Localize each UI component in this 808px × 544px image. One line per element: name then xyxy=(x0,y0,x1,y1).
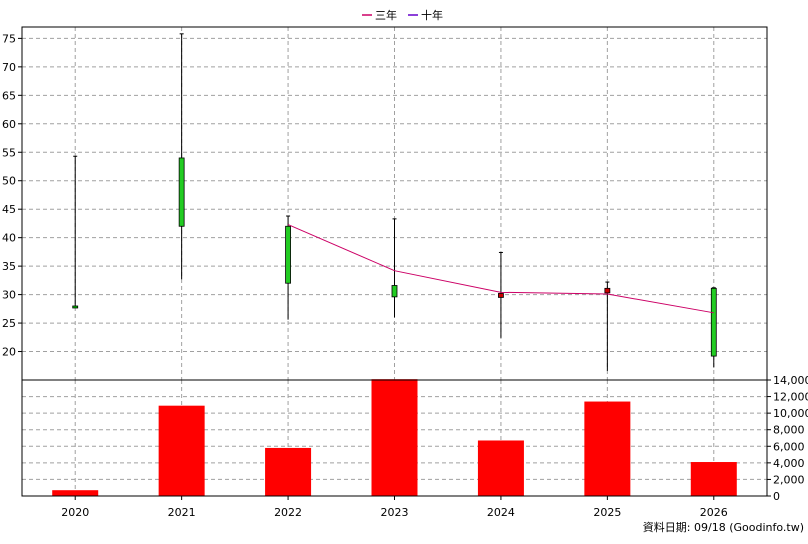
volume-tick-label: 10,000 xyxy=(773,407,808,420)
price-tick-label: 45 xyxy=(2,203,16,216)
volume-bar xyxy=(265,447,312,496)
candle-body xyxy=(710,287,717,357)
price-tick-label: 60 xyxy=(2,118,16,131)
footer-source: 資料日期: 09/18 (Goodinfo.tw) xyxy=(643,520,804,534)
x-tick-label: 2025 xyxy=(593,506,621,519)
candle-body xyxy=(285,225,291,284)
volume-bar xyxy=(584,401,631,496)
volume-bar xyxy=(477,440,524,496)
price-tick-label: 70 xyxy=(2,61,16,74)
legend-label-10y: 十年 xyxy=(421,8,443,22)
volume-bar xyxy=(690,462,737,496)
volume-tick-label: 14,000 xyxy=(773,374,808,387)
volume-bar xyxy=(371,379,418,496)
candle-body xyxy=(72,305,79,309)
price-tick-label: 40 xyxy=(2,232,16,245)
volume-bar xyxy=(52,490,99,496)
price-tick-label: 50 xyxy=(2,175,16,188)
legend-label-3y: 三年 xyxy=(375,8,397,22)
legend: 三年 十年 xyxy=(362,8,443,22)
avg-line-3y xyxy=(287,224,714,314)
volume-tick-label: 2,000 xyxy=(773,473,805,486)
x-tick-label: 2023 xyxy=(381,506,409,519)
volume-tick-label: 4,000 xyxy=(773,457,805,470)
candle-body xyxy=(498,293,504,298)
volume-bar xyxy=(158,405,205,496)
price-tick-label: 65 xyxy=(2,89,16,102)
volume-tick-label: 0 xyxy=(773,490,780,503)
candle-body xyxy=(604,287,611,294)
x-tick-label: 2022 xyxy=(274,506,302,519)
x-tick-label: 2021 xyxy=(168,506,196,519)
price-panel: 20 25 30 35 40 45 50 55 60 65 70 75 xyxy=(2,26,768,381)
x-tick-label: 2024 xyxy=(487,506,515,519)
price-tick-label: 55 xyxy=(2,146,16,159)
price-tick-label: 35 xyxy=(2,260,16,273)
volume-tick-label: 12,000 xyxy=(773,391,808,404)
candle-body xyxy=(391,285,398,298)
x-tick-label: 2026 xyxy=(700,506,728,519)
volume-panel: 0 2,000 4,000 6,000 8,000 10,000 12,000 14,000 xyxy=(21,374,808,503)
x-tick-label: 2020 xyxy=(61,506,89,519)
volume-tick-label: 6,000 xyxy=(773,440,805,453)
x-axis: 2020 2021 2022 2023 2024 2025 2026 xyxy=(61,496,728,519)
price-tick-label: 25 xyxy=(2,317,16,330)
volume-tick-label: 8,000 xyxy=(773,424,805,437)
price-tick-label: 30 xyxy=(2,289,16,302)
candle-body xyxy=(178,157,185,227)
price-tick-label: 75 xyxy=(2,32,16,45)
price-tick-label: 20 xyxy=(2,346,16,359)
